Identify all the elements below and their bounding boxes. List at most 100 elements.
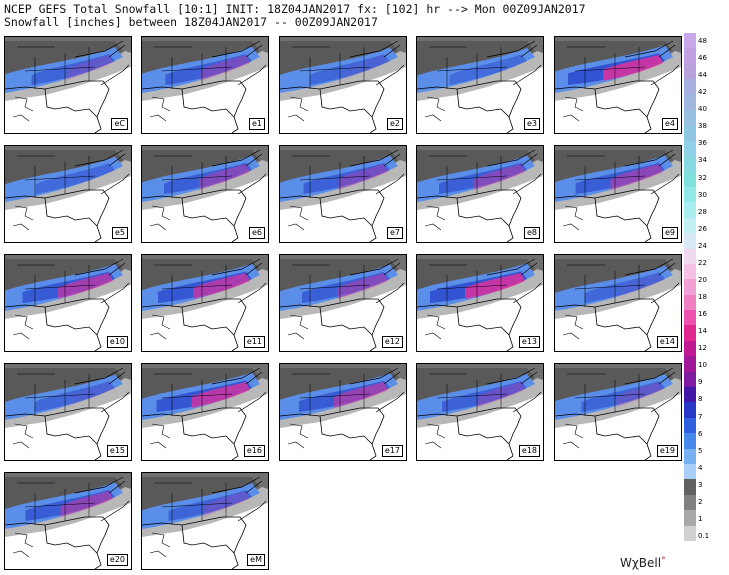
colorbar-swatch [684, 433, 696, 450]
colorbar-swatch [684, 186, 696, 203]
colorbar-tick-label: 7 [698, 412, 703, 421]
ensemble-panel-e7: e7 [279, 145, 407, 243]
snowfall-map [5, 255, 131, 351]
colorbar-tick-label: 9 [698, 378, 703, 387]
snowfall-map [555, 37, 681, 133]
member-label: e3 [523, 118, 540, 130]
logo-text: WχBell [620, 556, 662, 570]
colorbar-swatch [684, 279, 696, 296]
colorbar-tick-label: 1 [698, 514, 703, 523]
colorbar-tick-label: 18 [698, 293, 707, 302]
ensemble-panel-eM: eM [141, 472, 269, 570]
member-label: e11 [243, 336, 265, 348]
member-label: e2 [386, 118, 403, 130]
colorbar-tick-label: 2 [698, 497, 703, 506]
colorbar-tick-label: 16 [698, 310, 707, 319]
snowfall-map [280, 255, 406, 351]
ensemble-panel-e13: e13 [416, 254, 544, 352]
snowfall-map [5, 146, 131, 242]
ensemble-panel-e3: e3 [416, 36, 544, 134]
snowfall-map [417, 37, 543, 133]
colorbar-tick-label: 5 [698, 446, 703, 455]
member-label: e18 [518, 445, 540, 457]
ensemble-panel-e11: e11 [141, 254, 269, 352]
ensemble-panel-e6: e6 [141, 145, 269, 243]
member-label: e20 [106, 554, 128, 566]
colorbar-swatch [684, 479, 696, 496]
colorbar-tick-label: 30 [698, 190, 707, 199]
snowfall-map [555, 364, 681, 460]
colorbar-tick-label: 24 [698, 241, 707, 250]
snowfall-map [417, 146, 543, 242]
snowfall-map [5, 473, 131, 569]
snowfall-map [280, 37, 406, 133]
ensemble-panel-e5: e5 [4, 145, 132, 243]
colorbar-tick-label: 28 [698, 207, 707, 216]
colorbar-tick-label: 10 [698, 361, 707, 370]
member-label: e7 [386, 227, 403, 239]
member-label: eC [111, 118, 128, 130]
colorbar-tick-label: 48 [698, 37, 707, 45]
colorbar-swatch [684, 356, 696, 373]
member-label: e9 [661, 227, 678, 239]
member-label: e19 [656, 445, 678, 457]
colorbar-tick-label: 3 [698, 480, 703, 489]
colorbar-tick-label: 44 [698, 71, 707, 80]
snowfall-map [280, 146, 406, 242]
colorbar-swatch [684, 448, 696, 465]
member-label: e6 [248, 227, 265, 239]
member-label: e8 [523, 227, 540, 239]
ensemble-panel-e14: e14 [554, 254, 682, 352]
member-label: e4 [661, 118, 678, 130]
snowfall-colorbar [684, 33, 696, 542]
ensemble-panel-e2: e2 [279, 36, 407, 134]
colorbar-swatch [684, 248, 696, 265]
colorbar-swatch [684, 140, 696, 157]
colorbar-tick-label: 6 [698, 429, 703, 438]
colorbar-swatch [684, 340, 696, 357]
ensemble-panel-e8: e8 [416, 145, 544, 243]
snowfall-map [142, 473, 268, 569]
ensemble-panel-e4: e4 [554, 36, 682, 134]
colorbar-swatch [684, 33, 696, 49]
colorbar-swatch [684, 79, 696, 96]
member-label: e17 [381, 445, 403, 457]
wxbell-logo: WχBell° [620, 556, 666, 570]
snowfall-map [417, 255, 543, 351]
ensemble-panel-e15: e15 [4, 363, 132, 461]
colorbar-swatch [684, 109, 696, 126]
colorbar-tick-label: 12 [698, 344, 707, 353]
colorbar-swatch [684, 294, 696, 311]
ensemble-panel-e12: e12 [279, 254, 407, 352]
colorbar-tick-label: 8 [698, 395, 703, 404]
ensemble-panel-eC: eC [4, 36, 132, 134]
colorbar-swatch [684, 387, 696, 403]
member-label: e1 [248, 118, 265, 130]
colorbar-tick-label: 40 [698, 105, 707, 114]
ensemble-panel-e16: e16 [141, 363, 269, 461]
colorbar-swatch [684, 48, 696, 65]
snowfall-map [142, 364, 268, 460]
member-label: e14 [656, 336, 678, 348]
colorbar-swatch [684, 171, 696, 188]
colorbar-tick-label: 4 [698, 463, 703, 472]
colorbar-swatch [684, 263, 696, 280]
chart-title-line1: NCEP GEFS Total Snowfall [10:1] INIT: 18… [4, 2, 586, 16]
colorbar-swatch [684, 310, 696, 326]
snowfall-map [417, 364, 543, 460]
colorbar-swatch [684, 417, 696, 434]
snowfall-map [280, 364, 406, 460]
colorbar-swatch [684, 510, 696, 527]
snowfall-map [5, 37, 131, 133]
colorbar-swatch [684, 202, 696, 219]
snowfall-map [555, 146, 681, 242]
snowfall-map [142, 146, 268, 242]
colorbar-swatch [684, 217, 696, 234]
colorbar-swatch [684, 125, 696, 142]
colorbar-tick-label: 34 [698, 156, 707, 165]
colorbar-swatch [684, 464, 696, 480]
ensemble-panel-e20: e20 [4, 472, 132, 570]
colorbar-tick-label: 22 [698, 258, 707, 267]
snowfall-map [142, 255, 268, 351]
ensemble-panel-e9: e9 [554, 145, 682, 243]
